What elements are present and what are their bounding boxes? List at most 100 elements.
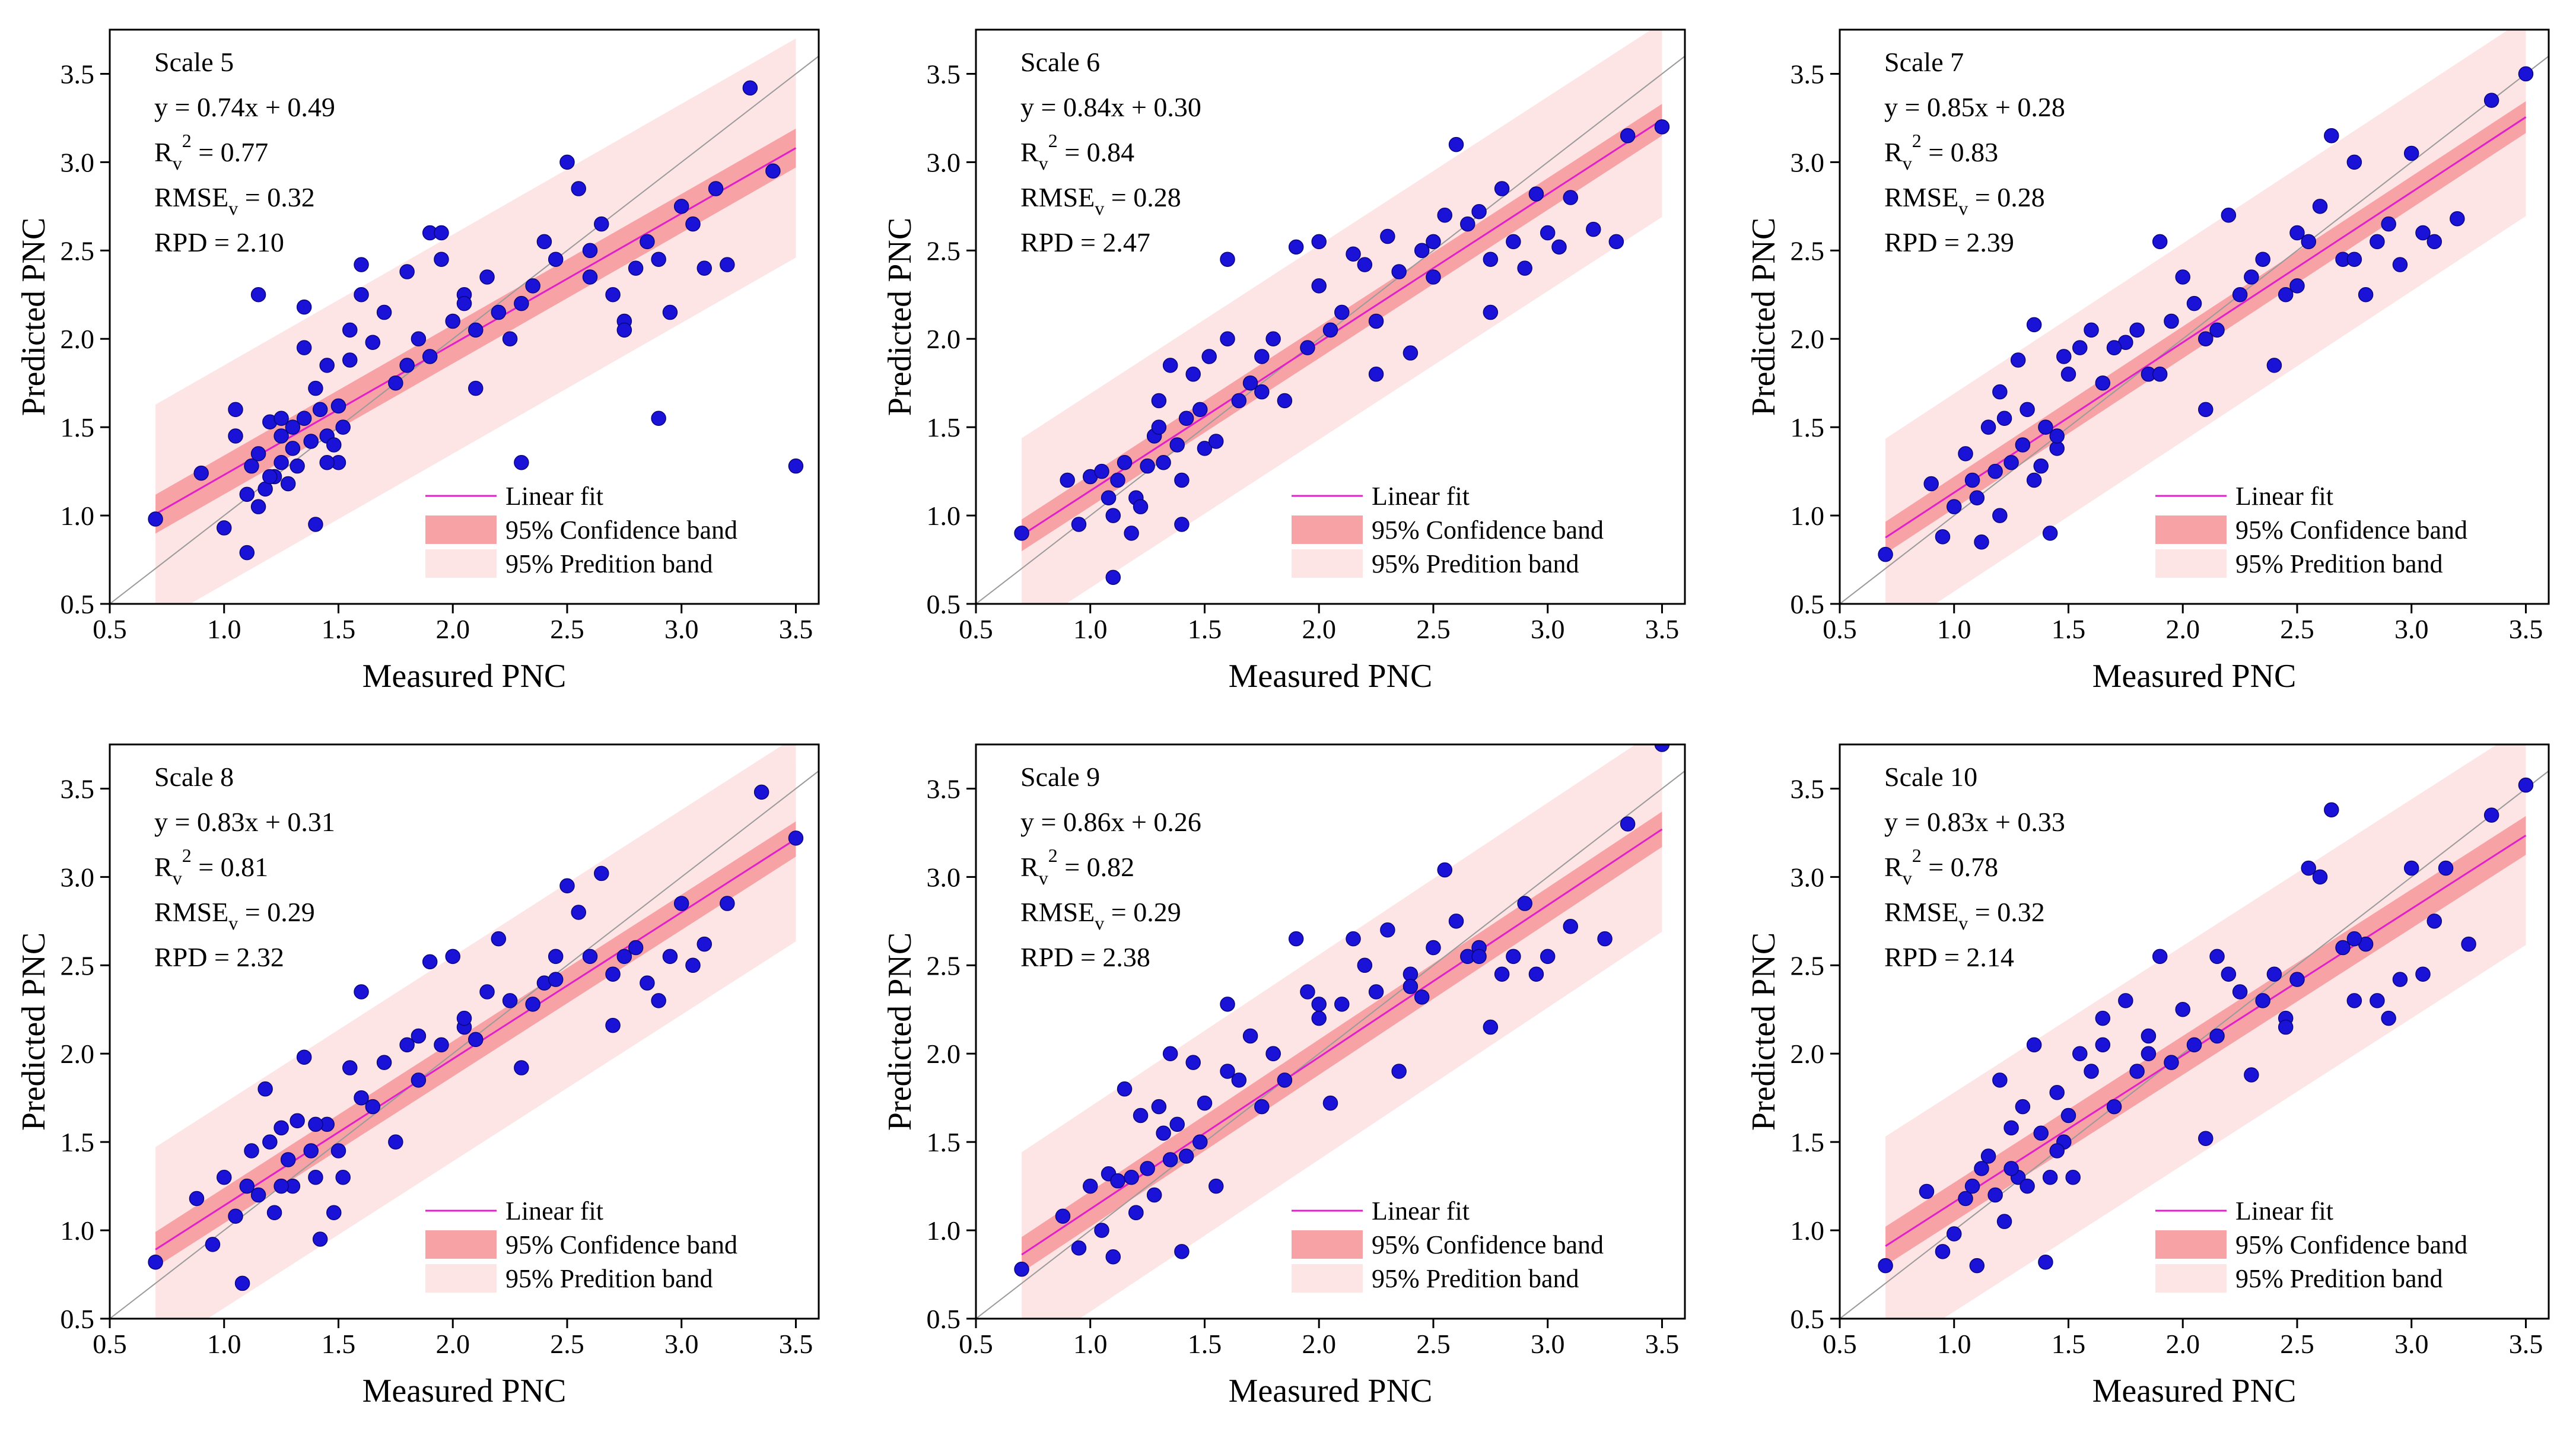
data-point bbox=[582, 269, 598, 285]
x-tick-label: 0.5 bbox=[959, 1329, 993, 1359]
one-to-one-line bbox=[976, 770, 1685, 1319]
data-point bbox=[1597, 931, 1613, 947]
data-point bbox=[388, 1134, 403, 1150]
data-point bbox=[2129, 1064, 2145, 1079]
data-point bbox=[1311, 1010, 1327, 1026]
data-point bbox=[1174, 472, 1190, 488]
data-point bbox=[228, 1208, 243, 1224]
y-tick-label: 1.0 bbox=[927, 501, 961, 531]
data-point bbox=[1151, 393, 1167, 409]
data-point bbox=[273, 428, 289, 444]
data-point bbox=[1517, 260, 1532, 276]
data-point bbox=[2301, 234, 2316, 250]
data-point bbox=[1254, 349, 1270, 364]
data-point bbox=[319, 454, 335, 470]
data-point bbox=[2438, 860, 2454, 876]
rmse-stat: RMSEv = 0.28 bbox=[1020, 182, 1181, 219]
data-point bbox=[1935, 1244, 1951, 1259]
data-point bbox=[2415, 225, 2431, 241]
x-tick-label: 3.0 bbox=[2394, 614, 2429, 644]
y-tick-label: 3.5 bbox=[61, 774, 95, 804]
y-tick-label: 2.0 bbox=[927, 324, 961, 354]
y-tick-label: 3.5 bbox=[1791, 774, 1825, 804]
x-tick-label: 0.5 bbox=[1823, 1329, 1857, 1359]
data-point bbox=[2003, 1120, 2019, 1136]
x-tick-label: 2.5 bbox=[2280, 1329, 2314, 1359]
data-point bbox=[250, 446, 266, 462]
x-tick-label: 3.5 bbox=[2509, 614, 2543, 644]
data-point bbox=[1151, 419, 1167, 435]
x-tick-label: 1.5 bbox=[1188, 614, 1222, 644]
panel-label: Scale 6 bbox=[1020, 47, 1100, 77]
data-point bbox=[308, 1116, 323, 1132]
data-point bbox=[1551, 239, 1567, 255]
rpd-stat: RPD = 2.47 bbox=[1020, 227, 1150, 257]
data-point bbox=[697, 260, 713, 276]
data-point bbox=[2289, 972, 2305, 987]
data-point bbox=[2020, 402, 2035, 418]
x-tick-label: 1.5 bbox=[1188, 1329, 1222, 1359]
data-point bbox=[673, 896, 689, 911]
data-point bbox=[330, 1143, 346, 1159]
legend-confidence-swatch bbox=[1292, 1230, 1363, 1259]
legend-prediction-swatch bbox=[2155, 1264, 2227, 1293]
data-point bbox=[1935, 529, 1951, 545]
data-point bbox=[753, 784, 769, 800]
data-point bbox=[525, 997, 540, 1012]
data-point bbox=[1322, 1095, 1338, 1111]
data-point bbox=[788, 458, 804, 474]
data-point bbox=[342, 352, 358, 368]
y-tick-label: 1.5 bbox=[1791, 1127, 1825, 1157]
y-tick-label: 3.0 bbox=[61, 862, 95, 892]
x-tick-label: 3.0 bbox=[2394, 1329, 2429, 1359]
plot-area bbox=[976, 30, 1685, 604]
data-point bbox=[2042, 526, 2058, 541]
fit-line bbox=[1021, 828, 1663, 1256]
data-point bbox=[189, 1191, 205, 1207]
data-point bbox=[1094, 1223, 1109, 1238]
data-point bbox=[2221, 966, 2237, 982]
data-point bbox=[1156, 1125, 1171, 1141]
data-point bbox=[468, 1032, 484, 1048]
data-point bbox=[308, 380, 323, 396]
data-point bbox=[1563, 919, 1579, 934]
data-point bbox=[1974, 534, 1989, 550]
data-point bbox=[1133, 1107, 1149, 1124]
x-tick-label: 1.0 bbox=[207, 1329, 241, 1359]
rmse-stat: RMSEv = 0.29 bbox=[1020, 897, 1181, 934]
data-point bbox=[2056, 349, 2072, 364]
y-tick-label: 0.5 bbox=[927, 1304, 961, 1334]
data-point bbox=[1992, 508, 2008, 523]
data-point bbox=[536, 234, 552, 250]
y-tick-label: 3.0 bbox=[1791, 862, 1825, 892]
data-point bbox=[2020, 1178, 2035, 1194]
data-point bbox=[1162, 1046, 1178, 1061]
x-tick-label: 2.5 bbox=[550, 1329, 584, 1359]
data-point bbox=[1231, 393, 1247, 409]
x-axis-label: Measured PNC bbox=[2092, 1373, 2297, 1409]
panel-3: 0.5 1.0 1.5 2.0 2.5 3.0 3.5 0.5 1.0 1.5 2.0 2.5 3.0 3… bbox=[1745, 28, 2550, 695]
data-point bbox=[1403, 345, 1419, 361]
data-point bbox=[2232, 287, 2248, 303]
data-point bbox=[290, 1113, 305, 1129]
data-point bbox=[1357, 257, 1373, 272]
data-point bbox=[1540, 225, 1556, 241]
data-point bbox=[479, 269, 495, 285]
data-point bbox=[376, 304, 392, 320]
data-point bbox=[1974, 1161, 1989, 1176]
data-point bbox=[1517, 896, 1532, 911]
data-point bbox=[1105, 1249, 1121, 1265]
legend-prediction-label: 95% Predition band bbox=[1372, 1264, 1579, 1293]
panel-label: Scale 5 bbox=[154, 47, 234, 77]
y-tick-label: 3.5 bbox=[927, 59, 961, 89]
data-point bbox=[2049, 1085, 2065, 1100]
data-point bbox=[1277, 393, 1293, 409]
legend: Linear fit 95% Confidence band 95% Prediti… bbox=[2155, 1196, 2467, 1293]
data-point bbox=[399, 1037, 415, 1053]
plot-frame bbox=[1839, 28, 2550, 605]
x-tick-label: 2.5 bbox=[1416, 1329, 1451, 1359]
data-point bbox=[1494, 966, 1510, 982]
data-point bbox=[262, 1134, 278, 1150]
panel-6: 0.5 1.0 1.5 2.0 2.5 3.0 3.5 0.5 1.0 1.5 2.0 2.5 3.0 3… bbox=[1745, 743, 2550, 1409]
